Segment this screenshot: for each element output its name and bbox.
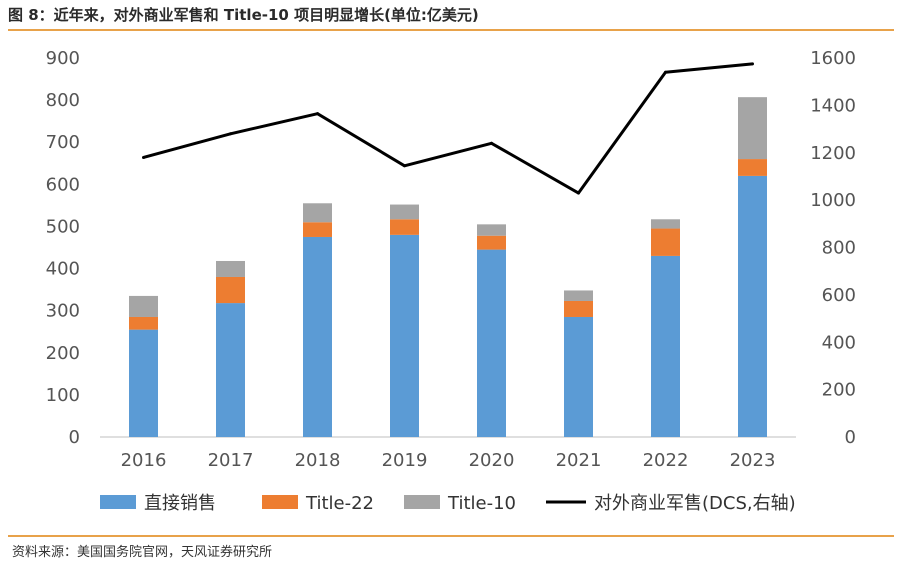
legend-label: 直接销售 <box>144 493 216 514</box>
bar-direct-sales <box>738 175 767 437</box>
bar-title-10 <box>564 290 593 301</box>
footer-rule <box>8 535 894 537</box>
bar-title-22 <box>651 228 680 256</box>
bar-title-10 <box>651 219 680 229</box>
dcs-line-point <box>751 62 754 66</box>
bar-series <box>129 97 767 437</box>
legend-swatch <box>404 495 440 509</box>
dcs-line-point <box>403 164 406 168</box>
bar-title-22 <box>390 219 419 235</box>
bar-title-10 <box>129 295 158 317</box>
y-right-tick-label: 800 <box>822 238 856 259</box>
chart-area: 0 100 200 300 400 500 600 700 800 900 0 200 400 600 8… <box>46 48 856 514</box>
bar-direct-sales <box>477 249 506 437</box>
y-right-tick-label: 1600 <box>810 48 856 69</box>
x-tick-label: 2021 <box>556 450 602 471</box>
legend-label: 对外商业军售(DCS,右轴) <box>594 493 796 514</box>
bar-direct-sales <box>564 316 593 437</box>
dcs-line-point <box>664 70 667 74</box>
bar-title-10 <box>216 260 245 277</box>
x-tick-label: 2022 <box>643 450 689 471</box>
source-note: 资料来源：美国国务院官网，天风证券研究所 <box>12 545 273 560</box>
x-tick-labels: 2016 2017 2018 2019 2020 2021 2022 2023 <box>121 450 776 471</box>
y-left-tick-labels: 0 100 200 300 400 500 600 700 800 900 <box>46 48 80 448</box>
bar-title-10 <box>738 97 767 160</box>
y-right-tick-label: 400 <box>822 332 856 353</box>
bar-title-10 <box>303 203 332 223</box>
legend-title-22: Title-22 <box>262 493 374 514</box>
bar-title-22 <box>477 235 506 250</box>
chart-title: 图 8：近年来，对外商业军售和 Title-10 项目明显增长(单位:亿美元) <box>8 6 479 24</box>
bar-title-10 <box>390 204 419 220</box>
y-left-tick-label: 600 <box>46 174 80 195</box>
y-right-tick-label: 1000 <box>810 190 856 211</box>
legend-label: Title-10 <box>447 493 516 514</box>
bar-direct-sales <box>129 329 158 437</box>
y-left-tick-label: 900 <box>46 48 80 69</box>
legend: 直接销售 Title-22 Title-10 对外商业军售(DCS,右轴) <box>100 493 796 514</box>
dcs-line-point <box>577 191 580 195</box>
bar-title-22 <box>129 316 158 330</box>
dcs-line-point <box>229 132 232 136</box>
y-right-tick-label: 200 <box>822 380 856 401</box>
y-right-tick-label: 1400 <box>810 95 856 116</box>
line-series <box>142 62 754 195</box>
y-left-tick-label: 800 <box>46 90 80 111</box>
bar-direct-sales <box>390 234 419 437</box>
y-right-tick-label: 0 <box>845 427 856 448</box>
bar-direct-sales <box>303 236 332 437</box>
bar-title-22 <box>216 276 245 304</box>
x-tick-label: 2023 <box>730 450 776 471</box>
bar-title-22 <box>303 222 332 237</box>
x-tick-label: 2016 <box>121 450 167 471</box>
y-left-tick-label: 300 <box>46 301 80 322</box>
bar-direct-sales <box>216 303 245 437</box>
y-left-tick-label: 0 <box>69 427 80 448</box>
bar-title-10 <box>477 224 506 236</box>
legend-dcs: 对外商业军售(DCS,右轴) <box>546 493 796 514</box>
y-left-tick-label: 700 <box>46 132 80 153</box>
y-left-tick-label: 500 <box>46 216 80 237</box>
x-tick-label: 2017 <box>208 450 254 471</box>
y-right-tick-label: 600 <box>822 285 856 306</box>
x-tick-label: 2020 <box>469 450 515 471</box>
y-right-tick-label: 1200 <box>810 143 856 164</box>
legend-direct-sales: 直接销售 <box>100 493 216 514</box>
y-left-tick-label: 200 <box>46 343 80 364</box>
legend-label: Title-22 <box>305 493 374 514</box>
dcs-line-point <box>490 141 493 145</box>
title-rule <box>8 29 894 31</box>
y-right-tick-labels: 0 200 400 600 800 1000 1200 1400 1600 <box>810 48 856 448</box>
bar-title-22 <box>738 159 767 176</box>
x-tick-label: 2018 <box>295 450 341 471</box>
dcs-line-point <box>142 155 145 159</box>
bar-title-22 <box>564 300 593 317</box>
y-left-tick-label: 100 <box>46 385 80 406</box>
dcs-line-point <box>316 112 319 116</box>
y-left-tick-label: 400 <box>46 259 80 280</box>
legend-title-10: Title-10 <box>404 493 516 514</box>
dcs-line <box>143 62 753 195</box>
x-tick-label: 2019 <box>382 450 428 471</box>
legend-swatch <box>262 495 298 509</box>
bar-direct-sales <box>651 255 680 437</box>
legend-swatch <box>100 495 136 509</box>
